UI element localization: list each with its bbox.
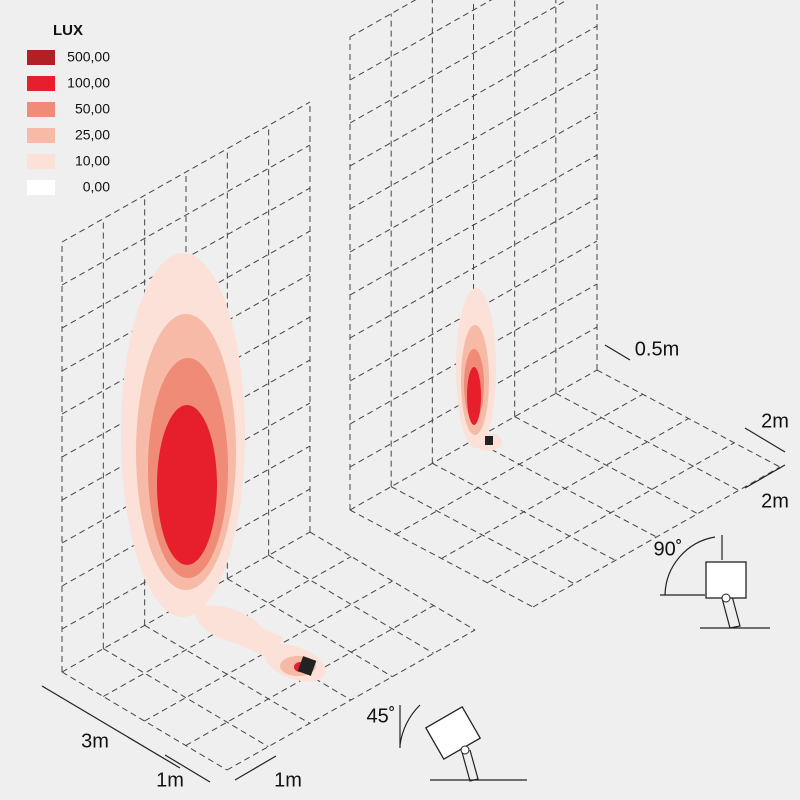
angle-arc [664,536,716,596]
bracket [721,595,741,629]
grid-line [268,554,434,654]
grid-line [349,154,598,296]
zone [236,620,284,661]
illuminance [121,253,502,682]
dim-line [41,685,181,769]
legend-label: 500,00 [67,49,110,65]
dimension-label: 1m [274,769,302,791]
grid-line [349,68,598,210]
grid-line [349,197,598,339]
grid-line [349,25,598,167]
legend-swatch [27,180,55,195]
grid-line [555,392,740,491]
grid-line [227,578,393,678]
legend-swatch [27,76,55,91]
grid-line [441,418,689,559]
dimension-label: 2m [761,410,789,432]
grid-line [226,629,476,771]
dimension-lines [41,344,786,783]
dimension-label: 2m [761,490,789,512]
legend-label: 100,00 [67,75,110,91]
dim-line [234,755,277,781]
grid-line [349,111,598,253]
pivot [460,745,470,755]
dimension-label: 3m [81,730,109,752]
grid-line [61,144,311,286]
legend-title: LUX [53,22,83,39]
zone [467,367,481,425]
legend-swatch [27,102,55,117]
grid-line [514,416,698,515]
legend-label: 50,00 [75,101,110,117]
legend-label: 25,00 [75,127,110,143]
grid-line [532,466,781,608]
grid-line [395,393,644,535]
dim-line [744,464,786,489]
dim-line [744,427,786,453]
legend-label: 0,00 [83,179,110,195]
dimension-label: 0.5m [635,338,679,360]
grid-line [349,0,569,124]
dimension-label: 1m [156,769,184,791]
legend: LUX 500,00 100,00 50,00 25,00 10,00 0,00 [27,22,110,195]
bracket [461,749,479,782]
angle-label: 90˚ [654,538,683,560]
grid-line [103,648,269,748]
pivot [721,593,731,603]
fixture [485,436,493,445]
fixture [297,656,317,676]
lamp [705,561,747,599]
grid-line [349,0,493,81]
legend-label: 10,00 [75,153,110,169]
fixtures [297,436,493,676]
dim-line [604,344,631,361]
angle-label: 45˚ [367,705,396,727]
legend-swatch [27,50,55,65]
grid-line [390,486,575,585]
legend-swatch [27,128,55,143]
zone [157,405,217,565]
legend-swatch [27,154,55,169]
dim-line [164,754,211,783]
grid-line [61,101,311,243]
icons [399,535,770,782]
angle-arc [399,704,421,746]
grid-line [487,442,735,584]
